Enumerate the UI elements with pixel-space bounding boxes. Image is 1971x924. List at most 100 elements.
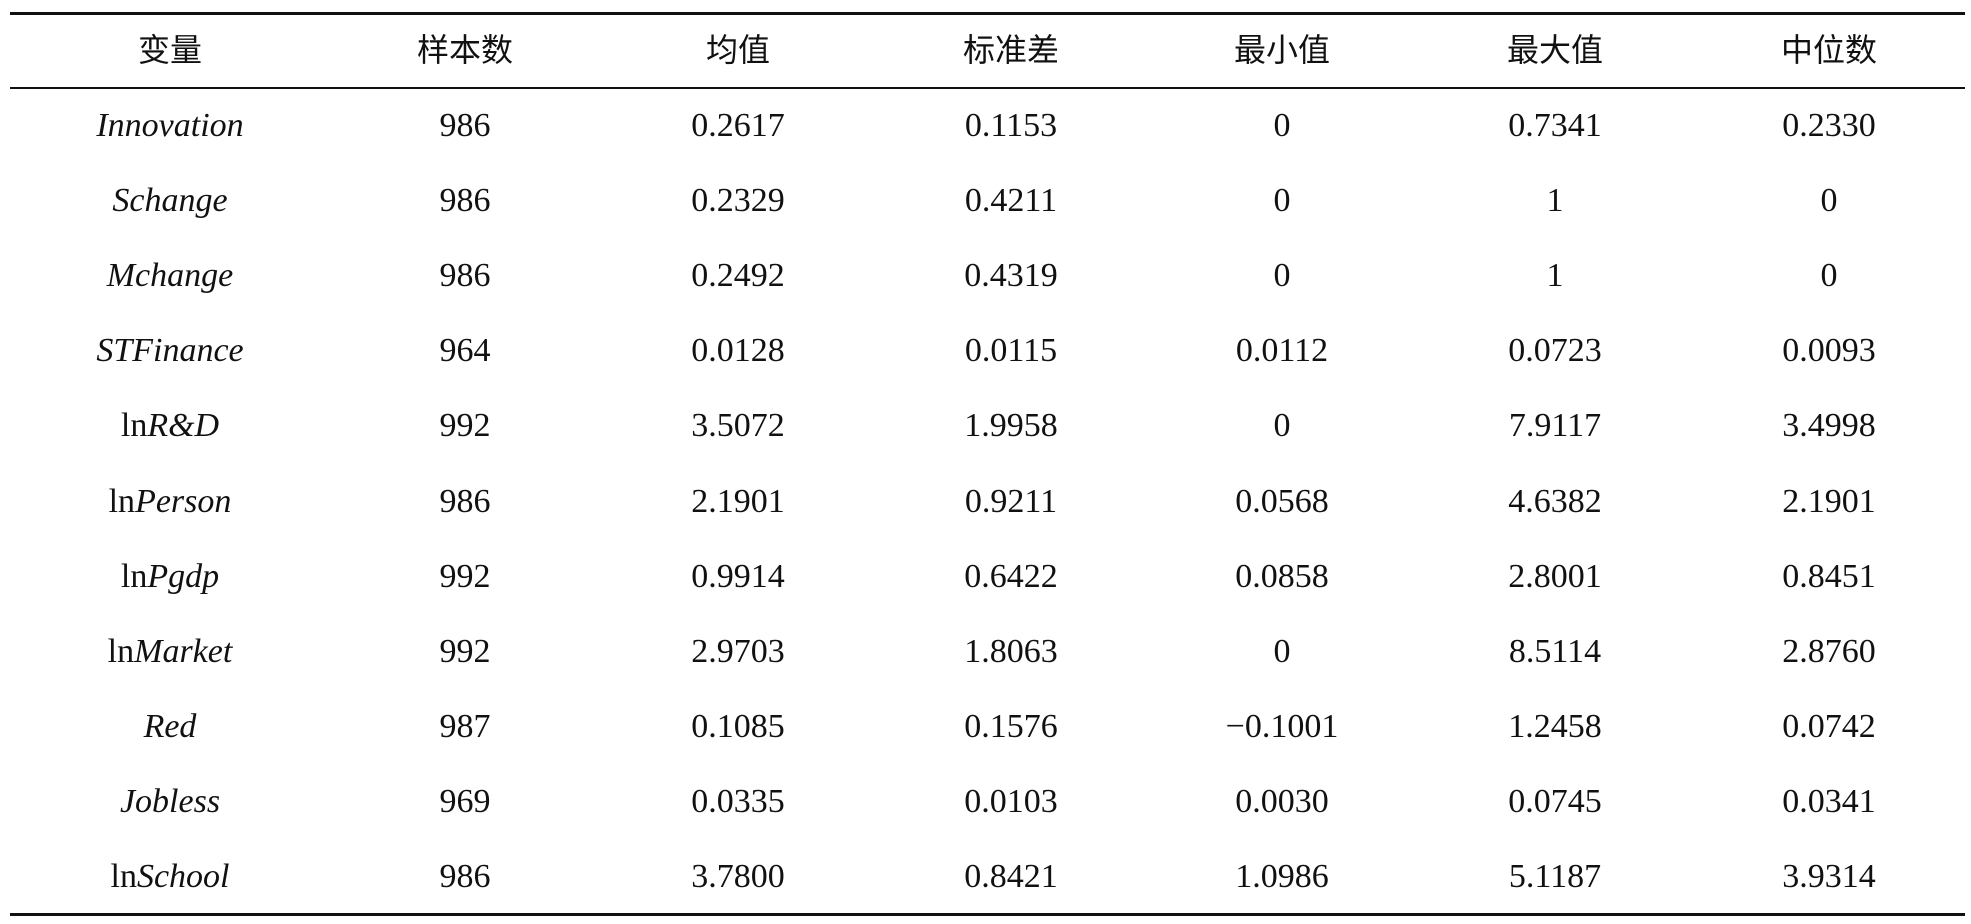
header-cell: 中位数 [1780, 31, 1877, 69]
text: Innovation [96, 107, 244, 144]
value-cell: 0.0103 [964, 782, 1058, 820]
value-cell: 0 [1273, 182, 1291, 220]
top-rule [10, 12, 1965, 15]
bottom-rule [10, 913, 1965, 916]
value-cell: 0.4211 [964, 182, 1058, 220]
value-cell: 0.0568 [1235, 482, 1329, 520]
header-cell: 最小值 [1233, 31, 1330, 69]
variable-cell: lnPerson [40, 482, 300, 522]
value-cell: 0.0112 [1235, 332, 1329, 370]
variable-cell: Red [40, 707, 300, 747]
value-cell: −0.1001 [1225, 707, 1339, 745]
text: Red [143, 707, 197, 745]
value-cell: 992 [439, 632, 491, 670]
value-cell: 0.0093 [1782, 332, 1876, 370]
variable-cell: Innovation [40, 106, 300, 146]
value-cell: 992 [439, 557, 491, 595]
text: ln [110, 858, 137, 895]
value-cell: 986 [439, 257, 491, 295]
value-cell: 0.4319 [964, 257, 1058, 295]
value-cell: 2.8001 [1508, 557, 1602, 595]
text: Schange [112, 182, 228, 220]
header-cell: 最大值 [1506, 31, 1603, 69]
value-cell: 969 [439, 782, 491, 820]
value-cell: 0.0723 [1508, 332, 1602, 370]
value-cell: 5.1187 [1508, 858, 1602, 895]
value-cell: 1 [1546, 182, 1564, 220]
text: STFinance [96, 332, 244, 370]
value-cell: 0.6422 [964, 557, 1058, 595]
text: School [136, 858, 230, 895]
value-cell: 1.0986 [1235, 858, 1329, 895]
text: ln [108, 482, 136, 520]
value-cell: 0 [1273, 107, 1291, 144]
value-cell: 0.2492 [691, 257, 785, 295]
value-cell: 0 [1820, 182, 1838, 220]
value-cell: 0.1085 [691, 707, 785, 745]
value-cell: 0 [1273, 407, 1291, 445]
variable-cell: Schange [40, 181, 300, 221]
variable-cell: lnPgdp [40, 557, 300, 597]
value-cell: 986 [439, 107, 491, 144]
text: ln [120, 407, 148, 445]
value-cell: 2.1901 [691, 482, 785, 520]
value-cell: 0.9211 [964, 482, 1058, 520]
header-cell: 变量 [137, 31, 202, 69]
value-cell: 2.8760 [1782, 632, 1876, 670]
value-cell: 964 [439, 332, 491, 370]
value-cell: 0.0115 [964, 332, 1058, 370]
value-cell: 4.6382 [1508, 482, 1602, 520]
variable-cell: lnSchool [40, 857, 300, 897]
text: Pgdp [147, 557, 220, 595]
value-cell: 3.4998 [1782, 407, 1876, 445]
value-cell: 0 [1820, 257, 1838, 295]
value-cell: 986 [439, 482, 491, 520]
value-cell: 8.5114 [1508, 632, 1602, 670]
variable-cell: lnMarket [40, 632, 300, 672]
value-cell: 0.8421 [964, 858, 1058, 895]
value-cell: 3.9314 [1782, 858, 1876, 895]
value-cell: 1.8063 [964, 632, 1058, 670]
value-cell: 0.0335 [691, 782, 785, 820]
variable-cell: lnR&D [40, 406, 300, 446]
value-cell: 0.2617 [691, 107, 785, 144]
header-rule [10, 87, 1965, 89]
value-cell: 1.2458 [1508, 707, 1602, 745]
value-cell: 0.7341 [1508, 107, 1602, 144]
value-cell: 0.1153 [964, 107, 1058, 144]
value-cell: 1 [1546, 257, 1564, 295]
text: Mchange [106, 257, 234, 295]
value-cell: 0.0742 [1782, 707, 1876, 745]
value-cell: 986 [439, 182, 491, 220]
value-cell: 0.0030 [1235, 782, 1329, 820]
value-cell: 0.0745 [1508, 782, 1602, 820]
text: Jobless [119, 782, 221, 820]
variable-cell: STFinance [40, 331, 300, 371]
value-cell: 0 [1273, 257, 1291, 295]
value-cell: 0.0858 [1235, 557, 1329, 595]
value-cell: 0.8451 [1782, 557, 1876, 595]
value-cell: 0.0128 [691, 332, 785, 370]
value-cell: 7.9117 [1508, 407, 1602, 445]
value-cell: 1.9958 [964, 407, 1058, 445]
header-cell: 标准差 [962, 31, 1059, 69]
header-cell: 样本数 [416, 31, 513, 69]
value-cell: 3.5072 [691, 407, 785, 445]
value-cell: 986 [439, 858, 491, 895]
text: R&D [147, 407, 220, 445]
value-cell: 0.9914 [691, 557, 785, 595]
value-cell: 0.1576 [964, 707, 1058, 745]
value-cell: 987 [439, 707, 491, 745]
variable-cell: Jobless [40, 782, 300, 822]
text: ln [120, 557, 148, 595]
text: ln [107, 632, 135, 670]
value-cell: 0.2330 [1782, 107, 1876, 144]
value-cell: 0 [1273, 632, 1291, 670]
text: Person [135, 482, 232, 520]
value-cell: 2.9703 [691, 632, 785, 670]
value-cell: 3.7800 [691, 858, 785, 895]
value-cell: 992 [439, 407, 491, 445]
text: Market [134, 632, 233, 670]
variable-cell: Mchange [40, 256, 300, 296]
